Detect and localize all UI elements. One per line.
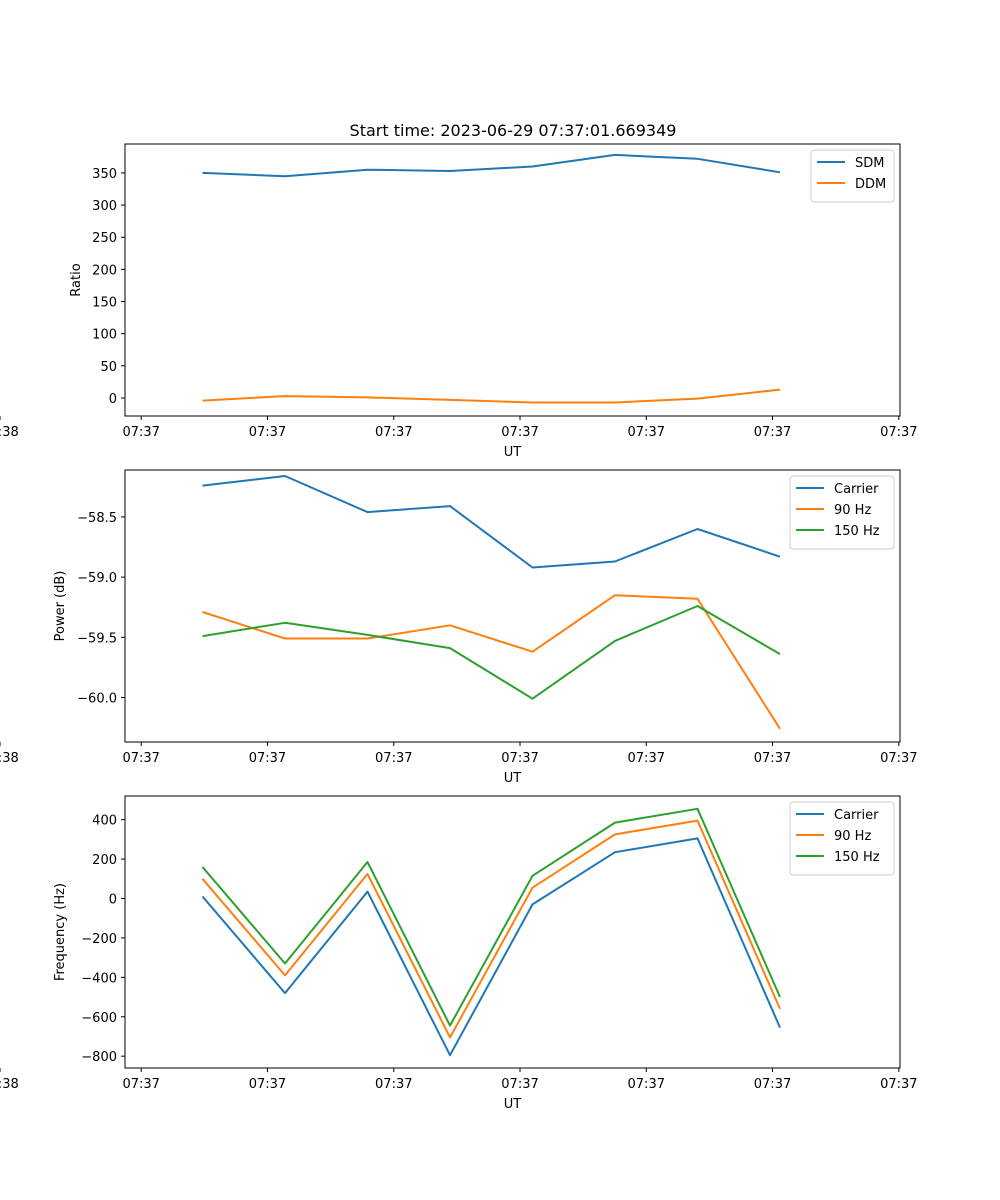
x-tick-label: 07:37 [375, 425, 412, 440]
x-tick-label: 07:37 [754, 1077, 791, 1092]
y-axis-label: Power (dB) [53, 571, 68, 642]
legend-label: Carrier [834, 482, 879, 497]
legend: SDM DDM [810, 149, 895, 203]
x-axis-label: UT [504, 771, 522, 786]
x-tick-label: 07:37 [754, 425, 791, 440]
y-tick-label: 0 [109, 392, 117, 407]
panel-3: 07:37 07:37 07:37 07:37 07:37 07:37 07:37 07:38… [0, 795, 918, 1112]
series-line-sdm [202, 153, 781, 178]
x-tick-label: 07:38 [0, 751, 19, 766]
legend-label: SDM [855, 156, 884, 171]
x-tick-label: 07:37 [501, 1077, 538, 1092]
x-tick-label: 07:37 [754, 751, 791, 766]
y-tick-label: −60.0 [77, 691, 117, 706]
y-tick-label: −59.5 [77, 631, 117, 646]
x-tick-label: 07:37 [501, 425, 538, 440]
x-tick-label: 07:37 [122, 1077, 159, 1092]
y-tick-label: −800 [81, 1050, 117, 1065]
x-tick-label: 07:37 [880, 425, 917, 440]
y-axis-label: Ratio [69, 263, 84, 296]
series-line-carrier [201, 837, 781, 1057]
series-line-150-hz [202, 605, 781, 700]
legend-label: 150 Hz [834, 524, 880, 539]
legend-label: 150 Hz [834, 850, 880, 865]
x-tick-label: 07:37 [249, 751, 286, 766]
x-tick-label: 07:37 [122, 751, 159, 766]
y-tick-label: 300 [92, 199, 117, 214]
x-tick-label: 07:37 [249, 1077, 286, 1092]
plot-frame [124, 143, 901, 417]
series-line-90-hz [201, 819, 781, 1039]
panel-1: 07:37 07:37 07:37 07:37 07:37 07:37 07:37 07:38… [0, 143, 918, 460]
x-axis-label: UT [504, 1097, 522, 1112]
x-tick-label: 07:38 [0, 425, 19, 440]
y-tick-label: 400 [92, 814, 117, 829]
series-line-90-hz [202, 594, 781, 730]
x-tick-label: 07:37 [375, 751, 412, 766]
series-line-150-hz [201, 807, 781, 1027]
y-tick-label: 50 [100, 360, 117, 375]
y-tick-label: 250 [92, 231, 117, 246]
panel-2: 07:37 07:37 07:37 07:37 07:37 07:37 07:37 07:38… [0, 469, 918, 786]
plot-frame [124, 469, 901, 743]
legend: Carrier 90 Hz 150 Hz [789, 475, 895, 550]
series-line-carrier [202, 475, 781, 569]
y-tick-label: 150 [92, 296, 117, 311]
plot-frame [124, 795, 901, 1069]
chart-title: Start time: 2023-06-29 07:37:01.669349 [350, 121, 677, 140]
x-tick-label: 07:37 [122, 425, 159, 440]
y-tick-label: −200 [81, 932, 117, 947]
legend-label: Carrier [834, 808, 879, 823]
x-axis-label: UT [504, 445, 522, 460]
y-tick-label: 200 [92, 853, 117, 868]
legend-label: 90 Hz [834, 503, 871, 518]
x-tick-label: 07:37 [628, 751, 665, 766]
y-tick-label: −59.0 [77, 571, 117, 586]
x-tick-label: 07:37 [249, 425, 286, 440]
x-tick-label: 07:37 [501, 751, 538, 766]
legend-label: 90 Hz [834, 829, 871, 844]
legend-label: DDM [855, 177, 886, 192]
x-tick-label: 07:37 [375, 1077, 412, 1092]
x-tick-label: 07:37 [880, 1077, 917, 1092]
y-axis-label: Frequency (Hz) [53, 883, 68, 981]
x-tick-label: 07:37 [880, 751, 917, 766]
y-tick-label: 100 [92, 328, 117, 343]
y-tick-label: −600 [81, 1011, 117, 1026]
y-tick-label: 350 [92, 167, 117, 182]
y-tick-label: −400 [81, 971, 117, 986]
y-tick-label: 0 [109, 892, 117, 907]
x-tick-label: 07:37 [628, 425, 665, 440]
y-tick-label: −58.5 [77, 511, 117, 526]
series-line-ddm [202, 388, 781, 404]
y-tick-label: 200 [92, 263, 117, 278]
legend: Carrier 90 Hz 150 Hz [789, 801, 895, 876]
x-tick-label: 07:38 [0, 1077, 19, 1092]
x-tick-label: 07:37 [628, 1077, 665, 1092]
